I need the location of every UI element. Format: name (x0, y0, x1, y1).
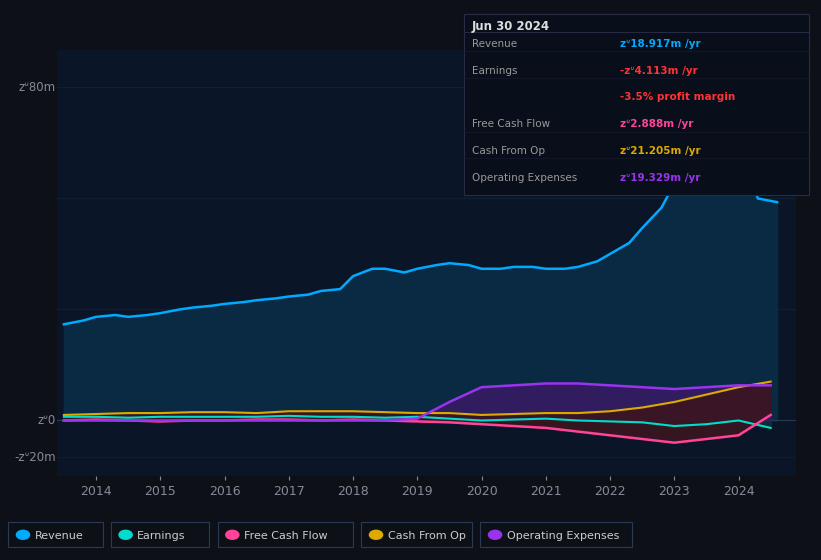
Text: Operating Expenses: Operating Expenses (507, 531, 619, 542)
Text: Earnings: Earnings (472, 66, 517, 76)
Text: Cash From Op: Cash From Op (472, 146, 545, 156)
Text: Cash From Op: Cash From Op (388, 531, 466, 542)
Text: Free Cash Flow: Free Cash Flow (472, 119, 550, 129)
Text: zᐡ0: zᐡ0 (38, 414, 56, 427)
Text: zᐡ18.917m /yr: zᐡ18.917m /yr (620, 39, 700, 49)
Text: zᐡ2.888m /yr: zᐡ2.888m /yr (620, 119, 693, 129)
Text: Free Cash Flow: Free Cash Flow (244, 531, 328, 542)
Text: zᐡ19.329m /yr: zᐡ19.329m /yr (620, 173, 700, 183)
Text: Operating Expenses: Operating Expenses (472, 173, 577, 183)
Text: -zᐡ4.113m /yr: -zᐡ4.113m /yr (620, 66, 698, 76)
Text: zᐡ21.205m /yr: zᐡ21.205m /yr (620, 146, 700, 156)
Text: zᐡ80m: zᐡ80m (19, 81, 56, 94)
Text: Jun 30 2024: Jun 30 2024 (472, 20, 550, 33)
Text: Revenue: Revenue (472, 39, 517, 49)
Text: Revenue: Revenue (34, 531, 83, 542)
Text: -zᐡ20m: -zᐡ20m (14, 451, 56, 464)
Text: Earnings: Earnings (137, 531, 186, 542)
Text: -3.5% profit margin: -3.5% profit margin (620, 92, 735, 102)
